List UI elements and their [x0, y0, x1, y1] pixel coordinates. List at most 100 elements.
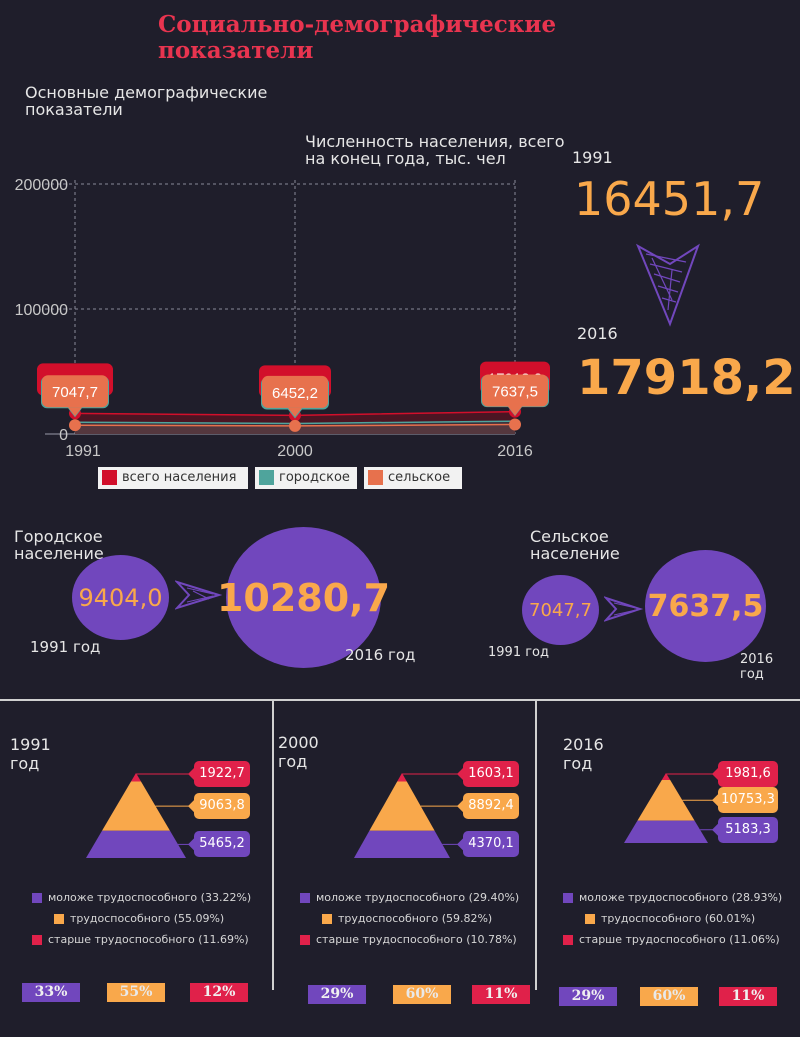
age-pyramid — [354, 768, 463, 858]
value-tag-younger: 5183,3 — [718, 816, 778, 843]
pyramid-layer-younger — [354, 830, 450, 858]
percent-box-working: 60% — [640, 987, 698, 1006]
data-point[interactable] — [69, 419, 81, 432]
legend-label-urban: городское — [279, 470, 350, 485]
data-label: 7637,5 — [492, 383, 538, 400]
population-area-chart: 200000100000019912000201616451,714865,61… — [15, 177, 550, 460]
urban-label-line1: Городское — [14, 527, 103, 546]
page-title: Социально-демографические показатели — [158, 12, 556, 64]
comparison-year-2016: 2016 — [577, 324, 618, 343]
panel-legend-item: моложе трудоспособного (29.40%) — [300, 891, 519, 904]
legend-item-rural[interactable]: сельское — [364, 467, 462, 489]
percent-box-younger: 33% — [22, 983, 80, 1002]
comparison-value-1991: 16451,7 — [574, 172, 765, 226]
panel-legend-item: моложе трудоспособного (33.22%) — [32, 891, 251, 904]
section-subtitle: Основные демографические показатели — [25, 84, 267, 118]
down-arrow-icon — [635, 243, 700, 327]
value-tag-older: 1603,1 — [463, 761, 519, 787]
y-tick-label: 0 — [59, 427, 68, 444]
legend-swatch — [54, 914, 64, 924]
urban-label: Городское население — [14, 528, 104, 562]
legend-item-total[interactable]: всего населения — [98, 467, 248, 489]
rural-year2-label: 2016 год — [740, 652, 774, 682]
data-point[interactable] — [289, 419, 301, 432]
data-point[interactable] — [509, 418, 521, 431]
legend-swatch — [322, 914, 332, 924]
urban-2016-value: 10280,7 — [216, 575, 391, 620]
legend-swatch-total — [102, 470, 117, 485]
tag-pointer — [712, 823, 718, 836]
legend-swatch — [563, 935, 573, 945]
legend-swatch — [300, 935, 310, 945]
legend-label: моложе трудоспособного (33.22%) — [48, 891, 252, 904]
panel-title: 2000 год — [278, 733, 319, 771]
panel-legend-item: старше трудоспособного (11.06%) — [563, 933, 780, 946]
pyramid-layer-younger — [86, 830, 186, 858]
panel-divider-left — [272, 700, 274, 990]
legend-label-total: всего населения — [122, 470, 237, 485]
tag-pointer — [712, 768, 718, 780]
value-tag-working: 10753,3 — [718, 787, 778, 814]
percent-box-younger: 29% — [308, 985, 366, 1004]
data-label-bg — [42, 375, 108, 408]
legend-label: трудоспособного (60.01%) — [601, 912, 756, 925]
tag-pointer — [188, 800, 194, 813]
panel-legend-item: старше трудоспособного (11.69%) — [32, 933, 249, 946]
panel-legend-item: трудоспособного (59.82%) — [322, 912, 492, 925]
urban-2016-circle: 10280,7 — [217, 527, 390, 668]
age-pyramid — [624, 768, 718, 843]
legend-swatch — [32, 893, 42, 903]
page-title-line2: показатели — [158, 37, 314, 64]
legend-label: старше трудоспособного (10.78%) — [316, 933, 517, 946]
urban-1991-circle: 9404,0 — [72, 555, 169, 640]
data-label-pointer — [508, 406, 522, 416]
tag-pointer — [188, 838, 194, 851]
data-label-pointer — [288, 407, 302, 417]
legend-label: старше трудоспособного (11.06%) — [579, 933, 780, 946]
legend-label: старше трудоспособного (11.69%) — [48, 933, 249, 946]
urban-label-line2: население — [14, 544, 104, 563]
percent-box-older: 11% — [472, 985, 530, 1004]
legend-swatch — [300, 893, 310, 903]
data-label: 6452,2 — [272, 385, 318, 402]
page-title-line1: Социально-демографические — [158, 11, 557, 38]
legend-swatch — [32, 935, 42, 945]
data-label-bg — [482, 374, 548, 407]
rural-1991-value: 7047,7 — [529, 599, 592, 621]
pyramid-layer-working — [369, 781, 435, 831]
legend-label: моложе трудоспособного (29.40%) — [316, 891, 520, 904]
tag-pointer — [188, 768, 194, 780]
legend-swatch-rural — [368, 470, 383, 485]
panel-legend-item: трудоспособного (60.01%) — [585, 912, 755, 925]
legend-label-rural: сельское — [388, 470, 451, 485]
panel-legend-item: старше трудоспособного (10.78%) — [300, 933, 517, 946]
pyramid-layer-working — [102, 781, 170, 831]
chart-title-line2: на конец года, тыс. чел — [305, 149, 506, 168]
y-tick-label: 200000 — [15, 177, 68, 194]
percent-box-younger: 29% — [559, 987, 617, 1006]
percent-box-older: 12% — [190, 983, 248, 1002]
value-tag-younger: 4370,1 — [463, 831, 519, 858]
percent-box-older: 11% — [719, 987, 777, 1006]
y-tick-label: 100000 — [15, 302, 68, 319]
legend-swatch — [563, 893, 573, 903]
percent-box-working: 55% — [107, 983, 165, 1002]
section-divider-horizontal — [0, 699, 800, 701]
panel-legend-item: трудоспособного (55.09%) — [54, 912, 224, 925]
comparison-year-1991: 1991 — [572, 148, 613, 167]
panel-title: 2016 год — [563, 735, 604, 773]
tag-pointer — [712, 794, 718, 807]
pyramid-layer-working — [637, 780, 695, 821]
data-label: 7047,7 — [52, 384, 98, 401]
panel-title: 1991 год — [10, 735, 51, 773]
rural-label-line1: Сельское — [530, 527, 609, 546]
data-label-bg — [262, 375, 328, 408]
tag-pointer — [457, 768, 463, 780]
urban-year2-label: 2016 год — [345, 646, 416, 664]
chart-title-line1: Численность населения, всего — [305, 132, 565, 151]
pyramid-layer-older — [661, 773, 671, 780]
urban-year1-label: 1991 год — [30, 638, 101, 656]
data-label-pointer — [68, 407, 82, 417]
percent-box-working: 60% — [393, 985, 451, 1004]
legend-item-urban[interactable]: городское — [255, 467, 357, 489]
